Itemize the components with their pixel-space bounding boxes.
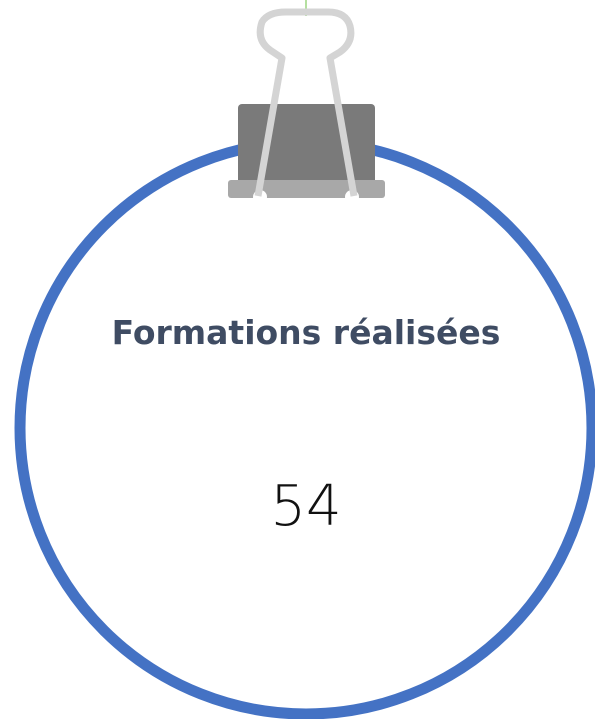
clip-base [228, 180, 385, 198]
clip-body [238, 104, 375, 184]
clip-handle [254, 8, 358, 197]
ornament-ring [14, 136, 595, 719]
card-value: 54 [270, 474, 341, 539]
card-title: Formations réalisées [112, 313, 501, 352]
